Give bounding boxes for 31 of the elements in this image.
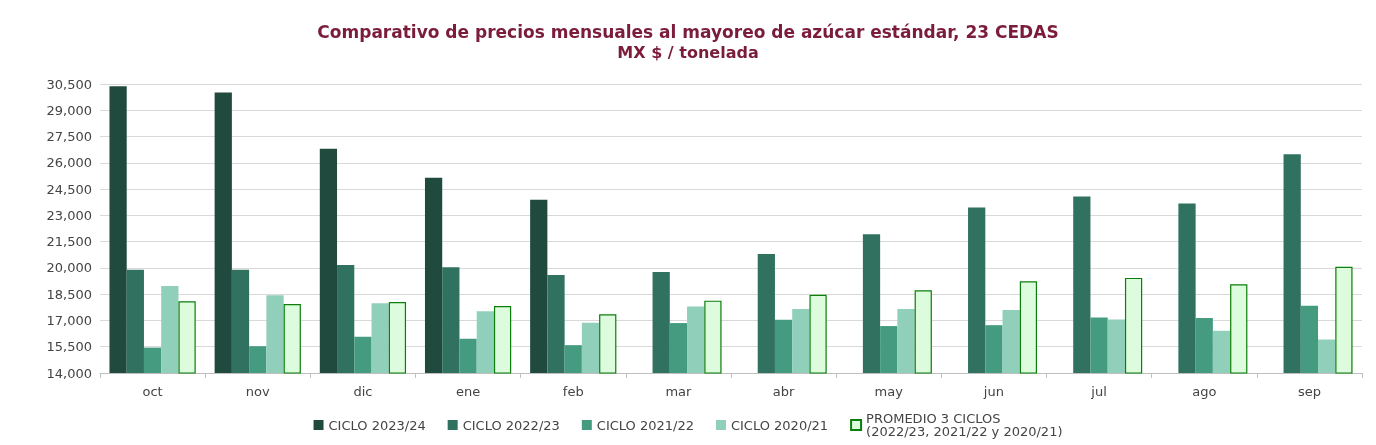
legend-label: CICLO 2021/22 <box>596 417 694 433</box>
legend-label: PROMEDIO 3 CICLOS (2022/23, 2021/22 y 2020/21) <box>866 411 1063 439</box>
x-tick-label: mar <box>665 384 693 399</box>
x-tick-label: ago <box>1192 384 1217 399</box>
y-tick-label: 18,500 <box>46 286 92 302</box>
x-tick-label: oct <box>142 384 163 399</box>
legend-label: CICLO 2022/23 <box>462 417 560 433</box>
y-tick-label: 27,500 <box>46 129 92 145</box>
y-tick-label: 17,000 <box>46 312 92 328</box>
y-tick-label: 24,500 <box>46 181 92 197</box>
y-tick-label: 14,000 <box>46 365 92 381</box>
legend-label: CICLO 2023/24 <box>328 417 426 433</box>
x-tick-label: jun <box>982 384 1004 399</box>
y-tick-label: 21,500 <box>46 234 92 250</box>
x-tick-label: ene <box>455 384 481 399</box>
x-tick-label: sep <box>1297 384 1321 399</box>
y-tick-label: 23,000 <box>46 207 92 223</box>
y-tick-label: 26,000 <box>46 155 92 171</box>
x-tick-label: dic <box>353 384 373 399</box>
x-tick-label: feb <box>562 384 584 399</box>
y-tick-label: 30,500 <box>46 76 92 92</box>
y-tick-label: 15,500 <box>46 339 92 355</box>
chart-subtitle: MX $ / tonelada <box>617 42 759 62</box>
legend-label: CICLO 2020/21 <box>730 417 829 433</box>
chart-title: Comparativo de precios mensuales al mayoreo de azúcar estándar, 23 CEDAS <box>317 21 1059 42</box>
y-tick-label: 20,000 <box>46 260 92 276</box>
x-tick-label: nov <box>245 384 270 399</box>
x-tick-label: abr <box>772 384 796 399</box>
y-tick-label: 29,000 <box>46 102 92 118</box>
x-tick-label: jul <box>1090 384 1107 399</box>
x-tick-label: may <box>874 384 904 399</box>
